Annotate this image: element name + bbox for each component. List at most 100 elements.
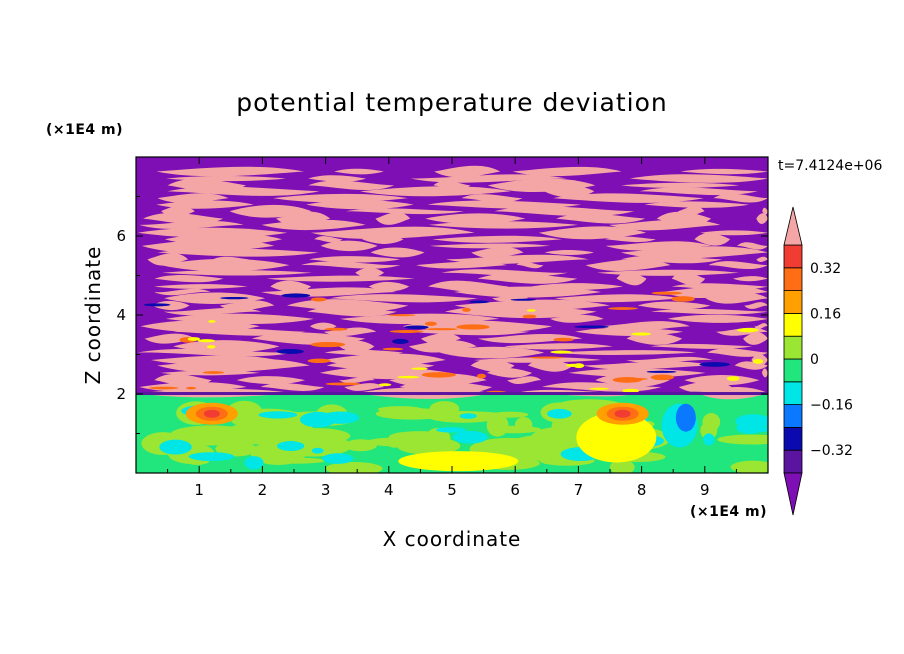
warm-filament	[147, 253, 189, 266]
warm-filament	[154, 373, 212, 387]
contour-edge	[220, 296, 249, 300]
warm-filament	[625, 356, 713, 364]
warm-filament	[346, 208, 464, 215]
warm-filament	[504, 343, 613, 350]
contour-edge	[646, 370, 677, 373]
warm-filament	[708, 261, 768, 270]
contour-edge	[404, 325, 429, 329]
warm-filament	[154, 288, 211, 296]
warm-filament	[323, 353, 446, 367]
contour-edge	[510, 298, 536, 301]
warm-filament	[678, 206, 705, 217]
contour-edge	[651, 291, 683, 295]
warm-filament	[507, 376, 542, 384]
warm-filament	[439, 346, 545, 359]
warm-filament	[329, 294, 478, 303]
warm-filament	[761, 368, 768, 378]
warm-region	[576, 412, 657, 463]
contour-edge	[148, 386, 179, 390]
y-axis-unit: (×1E4 m)	[46, 122, 123, 138]
warm-filament	[153, 284, 248, 289]
warm-filament	[582, 361, 713, 370]
lower-layer-cool-patch	[703, 433, 715, 446]
warm-filament	[554, 350, 697, 355]
lower-layer-cool-patch	[547, 408, 572, 419]
contour-edge	[565, 363, 582, 368]
contour-edge	[411, 367, 428, 370]
lower-layer-patch	[170, 425, 253, 445]
lower-layer-patch	[377, 406, 423, 413]
warm-filament	[300, 261, 401, 269]
warm-filament	[621, 182, 740, 188]
warm-filament	[538, 226, 647, 240]
colorbar-label: 0.16	[810, 306, 841, 322]
contour-edge	[671, 296, 695, 302]
x-tick-label: 5	[447, 481, 457, 499]
x-axis: 1 2 3 4 5 6 7 8 9	[167, 157, 737, 499]
warm-filament	[323, 327, 377, 337]
contour-edge	[574, 325, 609, 329]
contour-edge	[737, 328, 759, 333]
warm-filament	[137, 227, 288, 239]
colorbar-band	[783, 449, 803, 474]
lower-layer-patch	[215, 441, 257, 457]
warm-filament	[744, 302, 768, 309]
lower-layer-patch	[609, 459, 635, 473]
warm-filament	[410, 174, 567, 183]
lower-layer-patch	[396, 437, 461, 455]
warm-filament	[596, 269, 740, 276]
warm-filament	[420, 333, 461, 345]
warm-anomaly	[203, 409, 220, 418]
contour-edge	[752, 358, 764, 364]
warm-filament	[408, 340, 477, 353]
lower-layer-patch	[284, 428, 351, 444]
contour-edge	[529, 356, 564, 359]
chart-title: potential temperature deviation	[236, 88, 667, 117]
warm-filament	[339, 313, 500, 325]
warm-filament	[370, 247, 425, 258]
warm-filament	[700, 230, 768, 236]
contour-edge	[553, 337, 574, 342]
colorbar-band	[783, 335, 803, 360]
boundary-band	[136, 392, 768, 396]
colorbar: 0.32 0.16 0 −0.16 −0.32	[783, 206, 853, 516]
contour-edge	[727, 376, 740, 381]
warm-filament	[512, 166, 622, 177]
y-tick-label: 4	[116, 306, 126, 324]
contour-edge	[281, 293, 311, 298]
contour-edge	[425, 328, 458, 331]
warm-filament	[473, 357, 602, 363]
warm-filament	[432, 235, 562, 243]
warm-filament	[762, 207, 768, 215]
warm-filament	[219, 300, 275, 311]
warm-filament	[470, 359, 515, 372]
warm-anomaly	[614, 409, 631, 418]
warm-filament	[694, 232, 731, 246]
warm-filament	[165, 175, 286, 182]
warm-region	[398, 451, 519, 472]
warm-filament	[620, 255, 723, 264]
contour-edge	[650, 374, 675, 381]
warm-filament	[754, 323, 768, 330]
warm-filament	[605, 236, 656, 243]
contour-edge	[522, 314, 537, 319]
warm-filament	[732, 276, 768, 282]
contour-edge	[608, 307, 638, 310]
y-axis-label: Z coordinate	[81, 246, 105, 385]
x-tick-label: 6	[510, 481, 520, 499]
colorbar-band	[783, 267, 803, 291]
warm-filament	[311, 226, 475, 240]
warm-filament	[477, 334, 583, 344]
contour-edge	[424, 321, 437, 326]
contour-edge	[187, 337, 201, 341]
warm-filament	[454, 299, 610, 312]
warm-filament	[650, 308, 768, 315]
warm-filament	[344, 383, 385, 391]
colorbar-band	[783, 358, 803, 383]
contour-edge	[397, 375, 420, 379]
warm-filament	[162, 270, 313, 276]
contour-edge	[206, 345, 216, 349]
contour-edge	[197, 339, 216, 343]
contour-edge	[276, 348, 304, 354]
warm-filament	[161, 206, 195, 217]
